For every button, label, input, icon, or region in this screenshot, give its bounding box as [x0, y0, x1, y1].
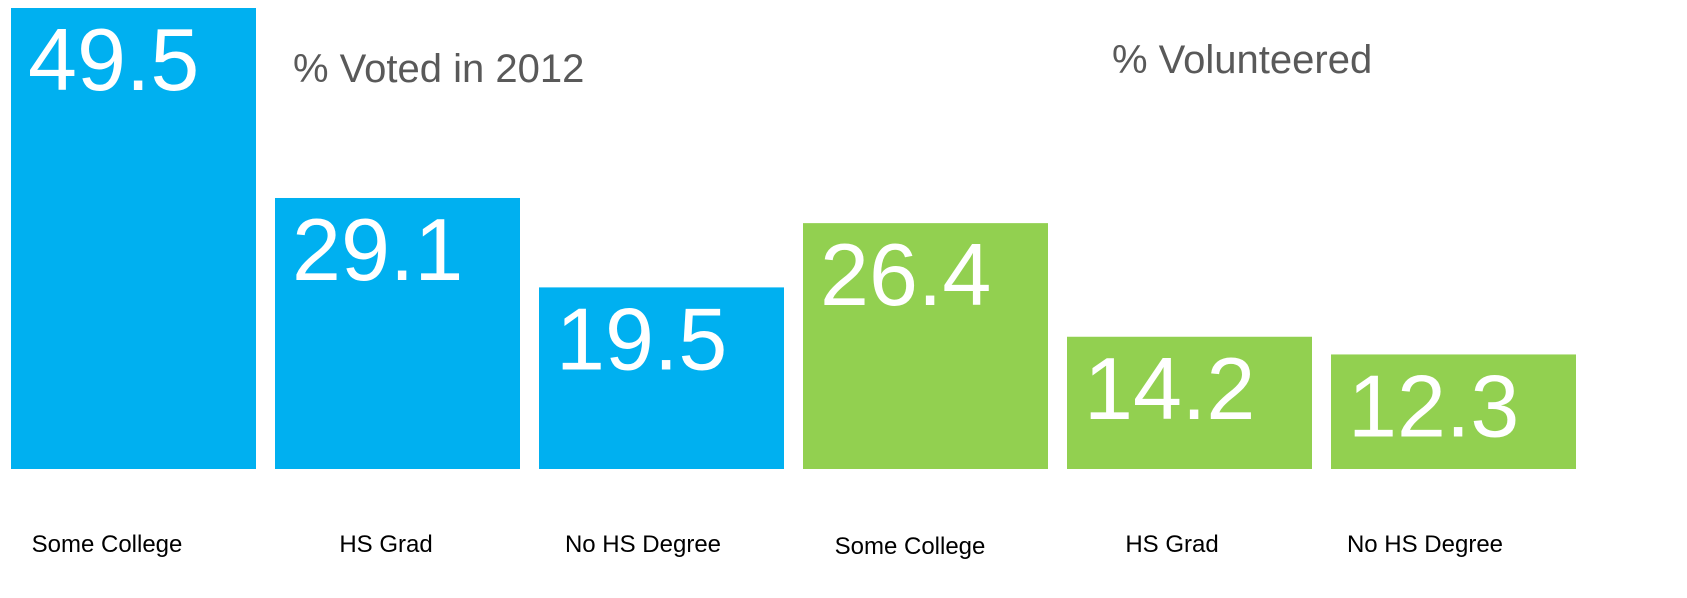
- bar-1-2: [1331, 354, 1576, 469]
- bar-0-0: [11, 8, 256, 469]
- group-title-0: % Voted in 2012: [293, 47, 584, 91]
- bar-value-label-1-2: 12.3: [1348, 356, 1519, 455]
- category-label-0-2: No HS Degree: [565, 531, 721, 558]
- bar-value-label-1-1: 14.2: [1084, 339, 1255, 438]
- category-label-1-1: HS Grad: [1125, 531, 1218, 558]
- bar-value-label-1-0: 26.4: [820, 225, 991, 324]
- category-labels-layer: Some College HS Grad No HS Degree Some Coll…: [32, 531, 1503, 560]
- group-title-1: % Volunteered: [1112, 38, 1372, 82]
- category-label-0-0: Some College: [32, 531, 183, 558]
- bar-value-label-0-0: 49.5: [28, 10, 199, 109]
- value-labels-layer: 49.5 29.1 19.5 26.4 14.2 12.3: [28, 10, 1519, 455]
- bars-layer: [11, 8, 1576, 469]
- bar-1-0: [803, 223, 1048, 469]
- group-titles-layer: % Voted in 2012 % Volunteered: [293, 38, 1372, 91]
- bar-value-label-0-1: 29.1: [292, 200, 463, 299]
- category-label-0-1: HS Grad: [339, 531, 432, 558]
- category-label-1-2: No HS Degree: [1347, 531, 1503, 558]
- bar-0-1: [275, 197, 520, 469]
- bar-0-2: [539, 287, 784, 469]
- category-label-1-0: Some College: [835, 533, 986, 560]
- bar-1-1: [1067, 336, 1312, 469]
- bar-value-label-0-2: 19.5: [556, 289, 727, 388]
